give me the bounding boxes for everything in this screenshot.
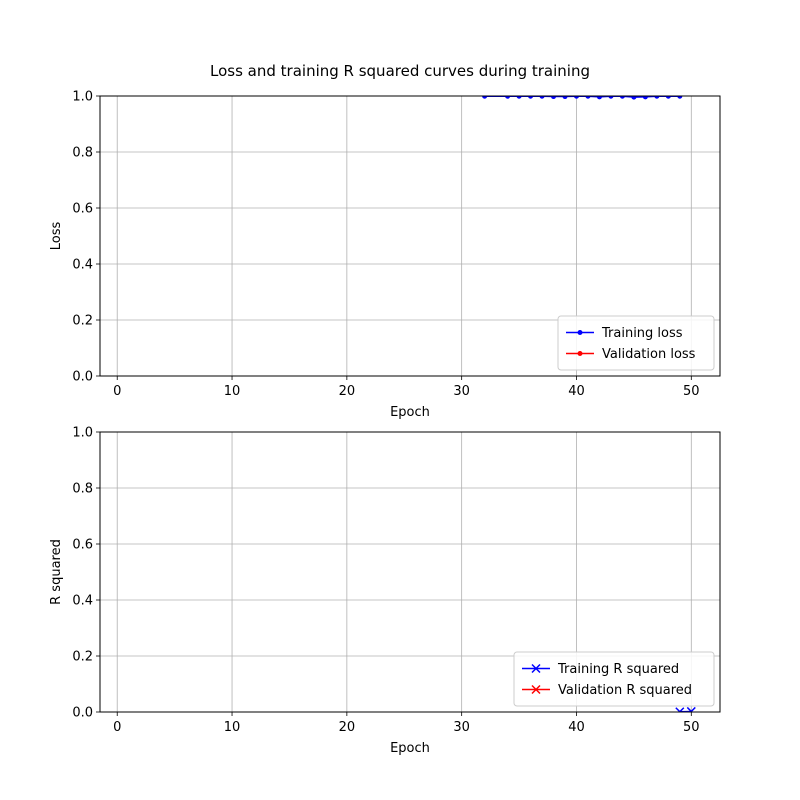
loss-data-point <box>551 96 557 100</box>
x-tick-label: 50 <box>683 384 700 399</box>
r-squared-x-axis-label: Epoch <box>390 741 430 756</box>
loss-data-point <box>528 96 534 99</box>
x-tick-label: 50 <box>683 720 700 735</box>
x-tick-label: 20 <box>339 384 356 399</box>
y-tick-label: 0.8 <box>72 146 93 161</box>
x-tick-label: 0 <box>113 384 121 399</box>
loss-data-point <box>539 96 545 99</box>
loss-data-point <box>505 96 511 99</box>
y-tick-label: 0.0 <box>72 706 93 721</box>
r-squared-legend-label: Validation R squared <box>558 683 692 698</box>
y-tick-label: 0.4 <box>72 594 93 609</box>
loss-data-point <box>619 96 625 99</box>
y-tick-label: 0.2 <box>72 650 93 665</box>
loss-x-axis-label: Epoch <box>390 405 430 420</box>
loss-y-axis-label: Loss <box>49 222 64 251</box>
y-tick-label: 0.2 <box>72 314 93 329</box>
loss-legend: Training loss Validation loss <box>557 315 715 371</box>
r-squared-axes-frame <box>99 431 721 713</box>
loss-data-point <box>516 96 522 99</box>
x-tick-label: 10 <box>224 720 241 735</box>
loss-legend-box <box>557 315 715 371</box>
r-squared-panel: 0 10 20 30 40 50 0.0 0.2 0.4 0.6 0.8 1.0 Epoch R sq… <box>49 426 721 756</box>
r-squared-legend-label: Training R squared <box>557 662 679 677</box>
x-tick-label: 30 <box>453 720 470 735</box>
y-tick-label: 0.6 <box>72 538 93 553</box>
y-tick-label: 1.0 <box>72 90 93 105</box>
loss-data-point <box>608 96 614 99</box>
y-tick-label: 0.6 <box>72 202 93 217</box>
r-squared-legend-box <box>513 651 715 707</box>
loss-data-point <box>677 96 683 99</box>
y-tick-label: 0.4 <box>72 258 93 273</box>
x-tick-label: 40 <box>568 384 585 399</box>
loss-data-point <box>562 96 568 100</box>
loss-axes-frame <box>99 95 721 377</box>
x-tick-label: 30 <box>453 384 470 399</box>
loss-data-point <box>585 96 591 99</box>
loss-data-point <box>642 96 648 100</box>
x-tick-label: 20 <box>339 720 356 735</box>
loss-legend-marker <box>577 351 583 356</box>
loss-data-point <box>631 96 637 100</box>
r-squared-y-axis-label: R squared <box>49 539 64 605</box>
loss-legend-marker <box>577 330 583 335</box>
loss-panel: 0 10 20 30 40 50 0.0 0.2 0.4 0.6 0.8 1.0 Epoch Loss… <box>49 90 721 420</box>
x-tick-label: 0 <box>113 720 121 735</box>
r-squared-legend-marker <box>531 684 541 695</box>
loss-legend-label: Validation loss <box>602 347 696 362</box>
loss-data-point <box>665 96 671 99</box>
r-squared-data-point <box>686 706 696 712</box>
r-squared-legend: Training R squared Validation R squared <box>513 651 715 707</box>
loss-data-point <box>482 96 488 99</box>
r-squared-legend-marker <box>531 663 541 674</box>
y-tick-label: 0.0 <box>72 370 93 385</box>
r-squared-ticks: 0 10 20 30 40 50 0.0 0.2 0.4 0.6 0.8 1.0 <box>72 426 699 736</box>
loss-data-point <box>654 96 660 99</box>
loss-ticks: 0 10 20 30 40 50 0.0 0.2 0.4 0.6 0.8 1.0 <box>72 90 699 400</box>
loss-data-point <box>596 96 602 100</box>
y-tick-label: 1.0 <box>72 426 93 441</box>
x-tick-label: 40 <box>568 720 585 735</box>
y-tick-label: 0.8 <box>72 482 93 497</box>
loss-data-point <box>573 96 579 99</box>
figure-title: Loss and training R squared curves durin… <box>210 62 590 80</box>
x-tick-label: 10 <box>224 384 241 399</box>
loss-legend-label: Training loss <box>601 326 683 341</box>
